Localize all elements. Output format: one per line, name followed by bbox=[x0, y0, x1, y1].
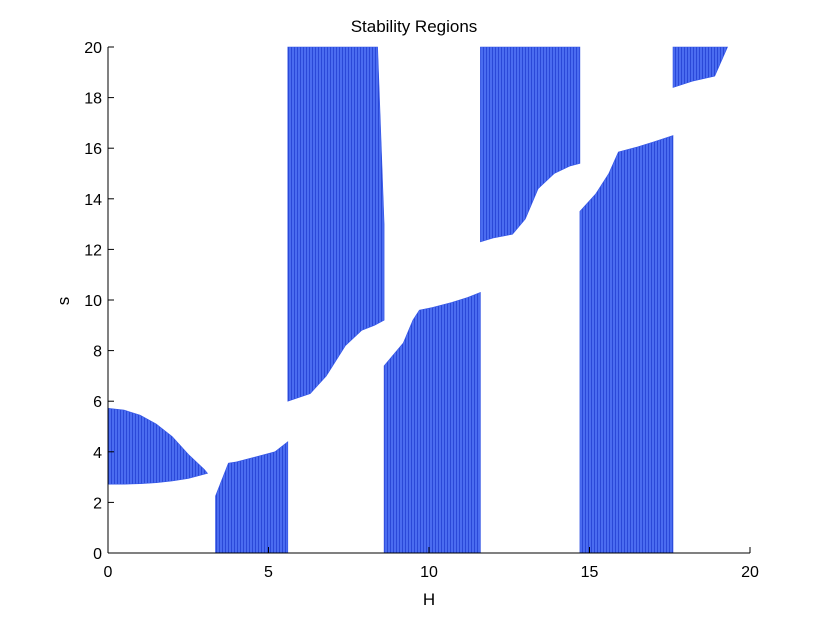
regions-layer bbox=[107, 46, 728, 554]
y-tick-label: 10 bbox=[84, 293, 102, 310]
stability-region-3 bbox=[287, 46, 385, 402]
stability-region-4 bbox=[383, 291, 481, 554]
stability-region-2 bbox=[215, 441, 289, 554]
y-tick-label: 12 bbox=[84, 242, 102, 259]
y-tick-label: 14 bbox=[84, 192, 102, 209]
y-tick-label: 20 bbox=[84, 40, 102, 57]
y-tick-label: 2 bbox=[93, 495, 102, 512]
x-tick-label: 20 bbox=[741, 564, 759, 581]
x-tick-label: 5 bbox=[264, 564, 273, 581]
x-tick-label: 10 bbox=[420, 564, 438, 581]
x-tick-label: 15 bbox=[581, 564, 599, 581]
y-tick-label: 4 bbox=[93, 445, 102, 462]
y-tick-label: 16 bbox=[84, 141, 102, 158]
y-tick-label: 8 bbox=[93, 344, 102, 361]
stability-region-5 bbox=[480, 46, 581, 243]
y-axis-label: s bbox=[54, 297, 73, 306]
stability-region-6 bbox=[579, 135, 674, 554]
chart-title: Stability Regions bbox=[351, 17, 478, 36]
y-tick-label: 18 bbox=[84, 91, 102, 108]
x-axis-label: H bbox=[423, 590, 435, 609]
stability-region-1 bbox=[107, 407, 209, 485]
y-tick-label: 0 bbox=[93, 546, 102, 563]
x-tick-label: 0 bbox=[104, 564, 113, 581]
y-tick-label: 6 bbox=[93, 394, 102, 411]
stability-region-7 bbox=[672, 46, 728, 88]
ticks-layer: 0 5 10 15 20 0 2 4 6 8 10 12 14 16 18 20 bbox=[84, 40, 759, 581]
